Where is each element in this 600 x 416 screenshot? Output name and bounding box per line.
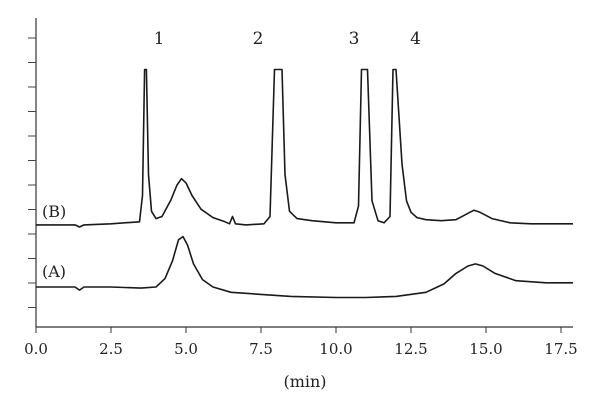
plot-frame [35, 18, 573, 328]
chromatogram-traces [36, 68, 573, 299]
x-tick-label: 7.5 [249, 340, 273, 358]
x-tick-label: 17.5 [544, 340, 577, 358]
y-axis-ticks [28, 37, 36, 308]
peak-label-3: 3 [349, 29, 360, 49]
x-tick-label: 0.0 [24, 340, 48, 358]
x-tick-label: 2.5 [99, 340, 123, 358]
x-tick-label: 15.0 [469, 340, 502, 358]
x-tick-label: 12.5 [394, 340, 427, 358]
x-axis-title: (min) [283, 372, 326, 391]
peak-labels: 1 2 3 4 [154, 29, 421, 49]
x-tick-label: 10.0 [319, 340, 352, 358]
x-tick-label: 5.0 [174, 340, 198, 358]
peak-label-4: 4 [410, 29, 421, 49]
trace-b-line [36, 68, 573, 228]
trace-a-line [36, 235, 573, 299]
peak-label-1: 1 [154, 29, 165, 49]
peak-label-2: 2 [253, 29, 264, 49]
trace-a-label: (A) [42, 262, 66, 281]
x-axis-ticks: 0.0 2.5 5.0 7.5 10.0 12.5 15.0 17.5 [24, 327, 578, 358]
trace-b-label: (B) [42, 202, 66, 221]
trace-labels: (B) (A) [42, 202, 66, 281]
